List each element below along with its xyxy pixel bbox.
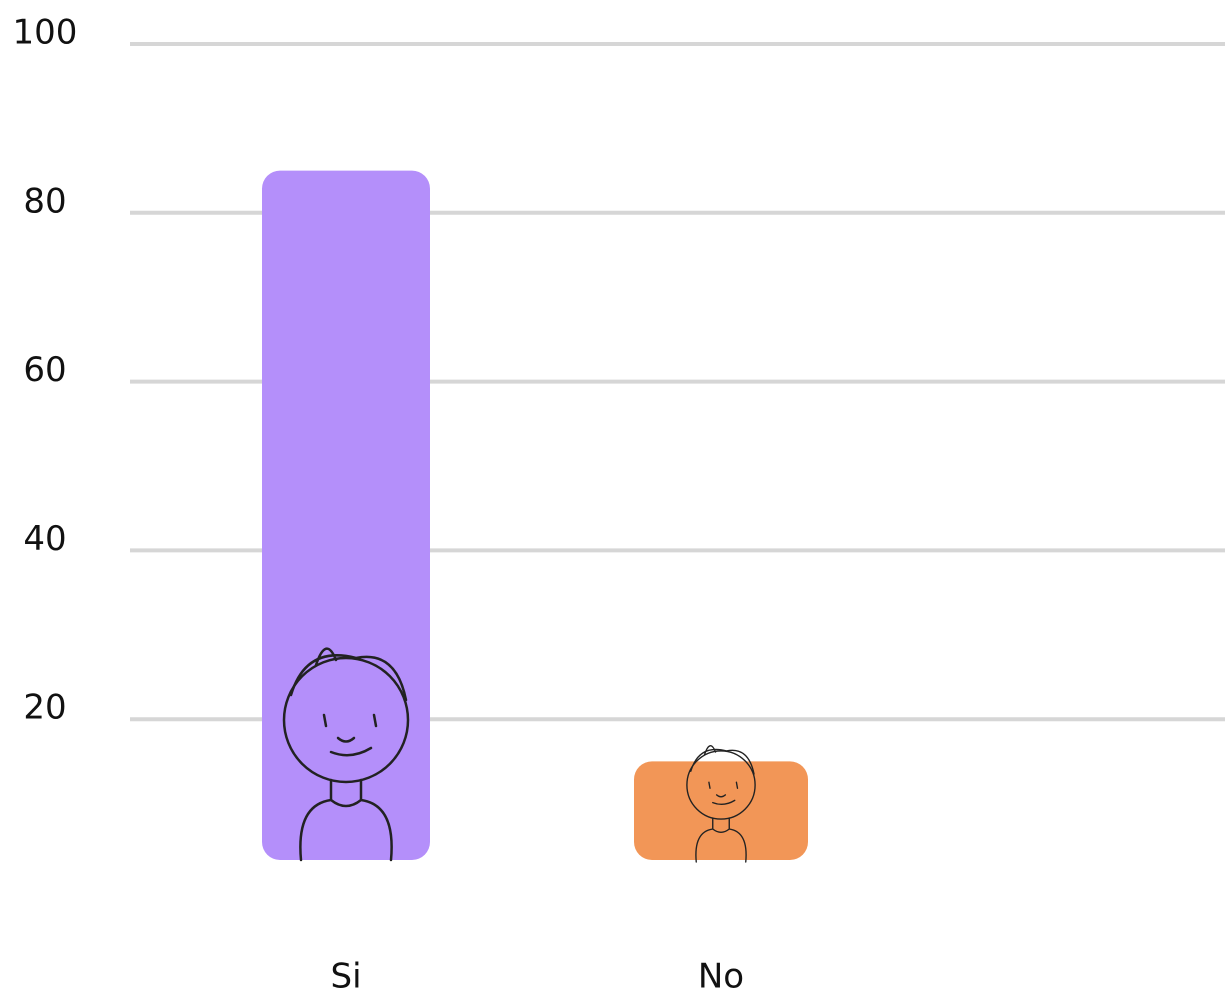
bar <box>634 761 808 860</box>
x-tick-label: No <box>698 957 744 993</box>
hair <box>289 647 408 702</box>
eyes <box>708 781 739 789</box>
smile <box>712 794 736 806</box>
figure-doodle <box>686 745 756 863</box>
y-tick-label: 80 <box>23 181 66 221</box>
body <box>695 817 747 863</box>
face <box>282 656 410 784</box>
face <box>686 750 756 820</box>
y-tick-label: 100 <box>13 13 78 53</box>
body <box>299 778 393 862</box>
y-tick-label: 20 <box>23 688 66 728</box>
smile <box>329 736 373 757</box>
bar <box>262 170 430 861</box>
y-tick-label: 60 <box>23 350 66 390</box>
figure-doodle <box>282 647 410 862</box>
eyes <box>322 713 378 728</box>
x-tick-label: Si <box>330 957 361 993</box>
y-tick-label: 40 <box>23 519 66 559</box>
hair <box>690 745 755 775</box>
